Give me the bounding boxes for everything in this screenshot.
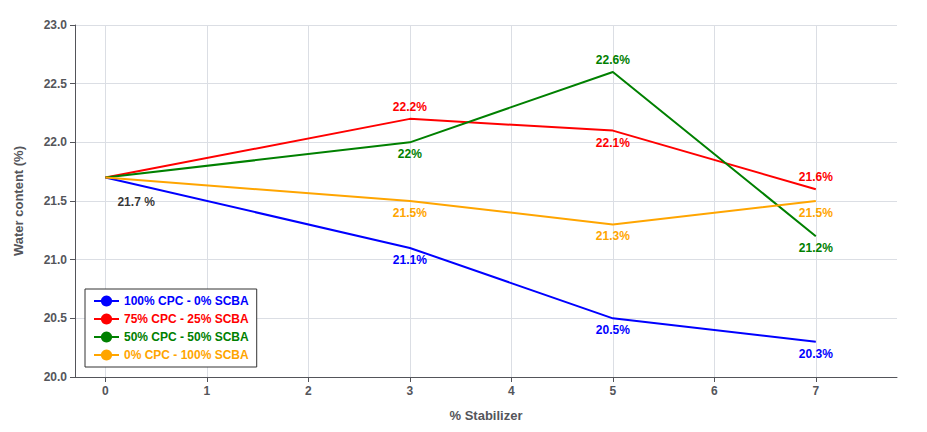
svg-text:75% CPC - 25% SCBA: 75% CPC - 25% SCBA <box>124 312 249 326</box>
svg-text:22.1%: 22.1% <box>596 136 630 150</box>
svg-text:22.0: 22.0 <box>44 135 68 149</box>
svg-text:Water content (%): Water content (%) <box>11 146 26 256</box>
svg-text:21.3%: 21.3% <box>596 229 630 243</box>
svg-text:0% CPC - 100% SCBA: 0% CPC - 100% SCBA <box>124 348 249 362</box>
svg-text:21.1%: 21.1% <box>393 253 427 267</box>
svg-text:22.6%: 22.6% <box>596 53 630 67</box>
svg-text:3: 3 <box>407 384 414 398</box>
svg-text:22%: 22% <box>398 147 422 161</box>
svg-text:6: 6 <box>711 384 718 398</box>
svg-text:21.6%: 21.6% <box>799 170 833 184</box>
svg-text:21.5: 21.5 <box>44 194 68 208</box>
svg-text:20.0: 20.0 <box>44 370 68 384</box>
svg-text:0: 0 <box>102 384 109 398</box>
svg-text:21.5%: 21.5% <box>393 206 427 220</box>
svg-text:21.5%: 21.5% <box>799 206 833 220</box>
svg-text:20.5: 20.5 <box>44 311 68 325</box>
svg-text:20.5%: 20.5% <box>596 323 630 337</box>
svg-text:20.3%: 20.3% <box>799 347 833 361</box>
svg-text:2: 2 <box>305 384 312 398</box>
svg-text:21.0: 21.0 <box>44 253 68 267</box>
svg-text:21.7 %: 21.7 % <box>117 195 155 209</box>
svg-text:1: 1 <box>204 384 211 398</box>
svg-text:7: 7 <box>812 384 819 398</box>
svg-text:21.2%: 21.2% <box>799 241 833 255</box>
svg-text:% Stabilizer: % Stabilizer <box>450 408 523 423</box>
svg-text:100% CPC - 0% SCBA: 100% CPC - 0% SCBA <box>124 294 249 308</box>
svg-text:23.0: 23.0 <box>44 18 68 32</box>
svg-text:22.2%: 22.2% <box>393 100 427 114</box>
svg-text:22.5: 22.5 <box>44 77 68 91</box>
svg-text:5: 5 <box>610 384 617 398</box>
svg-text:4: 4 <box>508 384 515 398</box>
svg-text:50% CPC - 50% SCBA: 50% CPC - 50% SCBA <box>124 330 249 344</box>
